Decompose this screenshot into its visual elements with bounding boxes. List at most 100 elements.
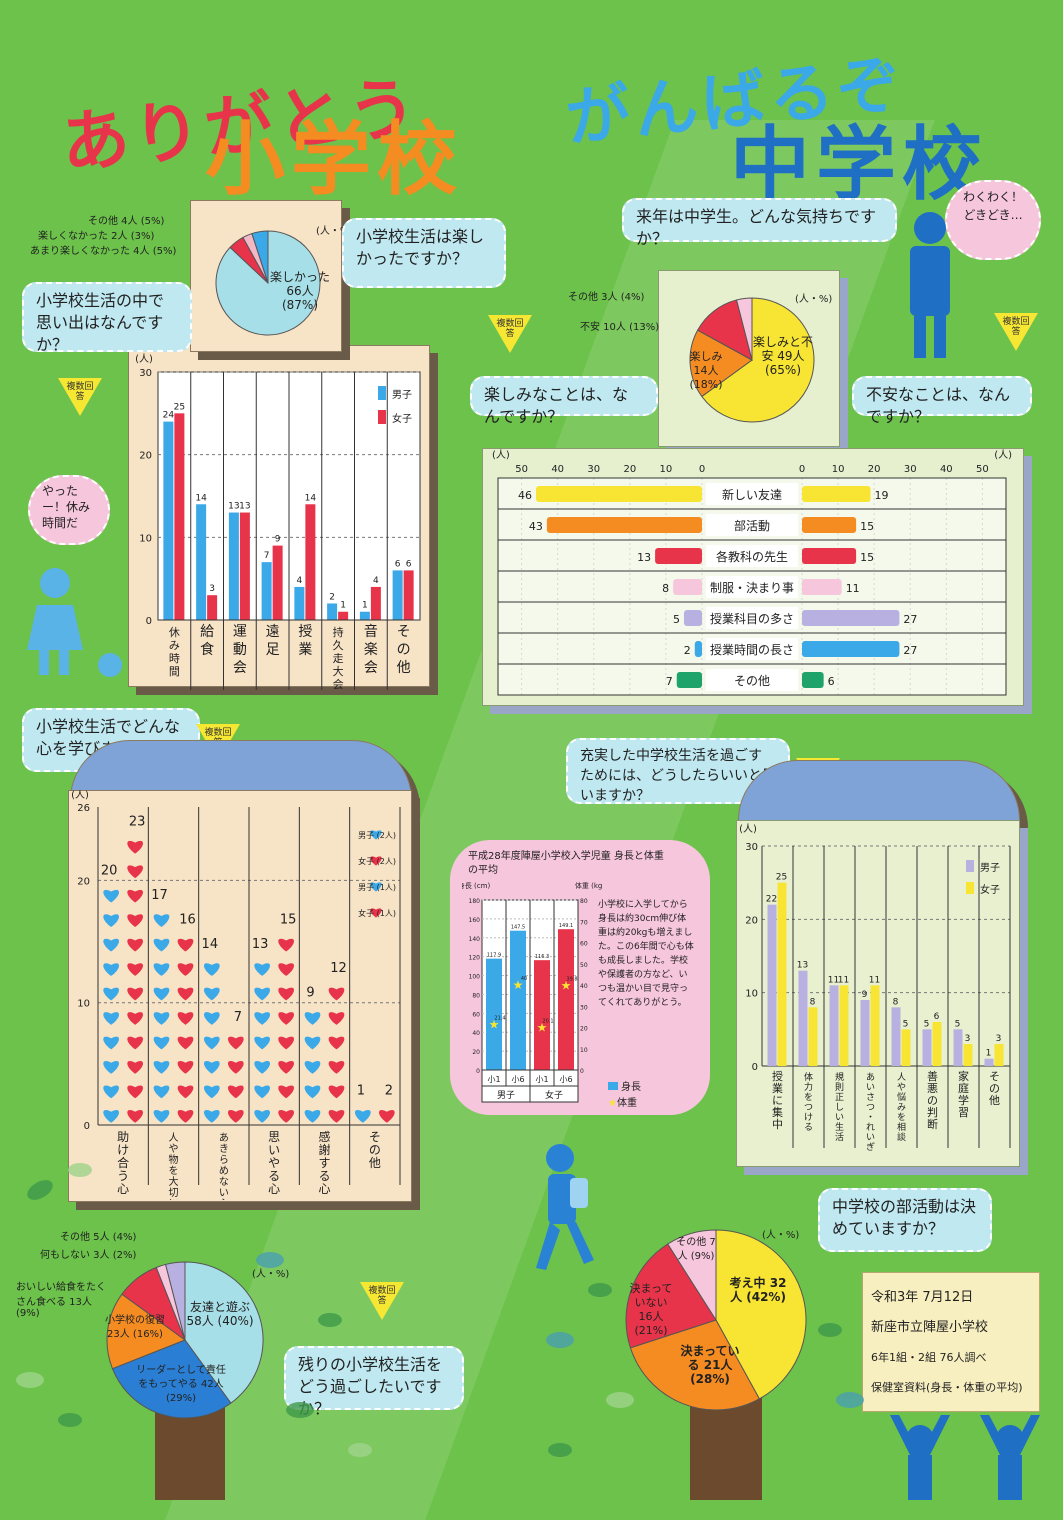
bar5-cat-3-4: 心 [268,1182,280,1196]
bar2-label-male-1: 14 [195,493,207,503]
bar5-legend-0: 男子 (2人) [358,831,396,840]
star-icon: ★ [608,1098,617,1109]
bar5-heart-male-1-4 [153,1012,170,1025]
pie8-slice-0 [184,1261,264,1404]
bar5-heart-female-3-6 [278,963,295,976]
bar7-ytick-20: 20 [472,1049,480,1056]
bar7-y2tick-40: 40 [580,983,588,990]
bar7-ytick-60: 60 [472,1011,480,1018]
pie1-slice-3 [251,230,269,284]
bar-chart-fulfilling-life: (人)01020302225授業に集中138体力をつける1111規則正しい生活9… [739,823,1011,1153]
bar5-heart-female-3-5 [278,987,295,1001]
bar6-cat-6-1: 庭 [958,1081,969,1095]
pie3-tanoshimi-label: 楽しみ 14人 (18%) [689,350,723,391]
bar7-ytick-100: 100 [469,974,481,981]
bar7-bar-height-2 [534,960,550,1070]
bar2-label-male-6: 1 [362,601,368,611]
bar4-label-right-3: 11 [846,582,860,595]
q7-legend-weight: ★体重 [608,1094,637,1109]
bar4-xtick-right-0: 0 [799,464,805,475]
bar7-label-weight-3: 39.8 [566,976,577,982]
bar5-heart-female-0-6 [127,963,144,976]
bar2-legend-male: 男子 [392,389,412,401]
bar5-ytick-20: 20 [77,876,90,887]
pie1-label-notfun: 楽しくなかった 2人 (3%) [38,231,155,242]
bar2-cat-5-3: 大 [333,664,344,678]
bar5-heart-female-3-1 [278,1085,295,1099]
bar2-bar-male-1 [196,504,207,620]
bar7-y2tick-70: 70 [580,919,588,926]
bar5-heart-female-1-0 [177,1109,194,1123]
bar5-heart-female-1-5 [177,987,194,1001]
bar6-bar-male-2 [829,985,839,1066]
pie-chart-enjoyed [215,230,321,336]
bar6-bar-female-7 [994,1044,1004,1066]
bar5-heart-female-0-2 [127,1061,144,1074]
bar6-bar-female-1 [808,1007,818,1066]
bar6-cat-6-0: 家 [958,1069,969,1083]
bar7-y2tick-0: 0 [580,1068,584,1075]
bar4-cat-0: 新しい友達 [722,487,782,502]
bar5-heart-female-5-0 [378,1109,395,1123]
pie3-slice-1 [689,329,753,398]
bar6-cat-3-2: さ [866,1092,875,1103]
bar5-heart-male-4-3 [304,1036,321,1050]
bar6-cat-3-5: れ [866,1122,875,1133]
bar6-label-female-3: 11 [869,975,880,985]
legend-height-swatch [608,1082,618,1090]
bar5-cat-1-3: を [169,1165,179,1177]
cheering-figures-icon [890,1415,1040,1500]
bar2-cat-5-4: 会 [333,678,344,691]
bar2-cat-0-1: み [169,639,180,652]
bar4-label-left-2: 13 [637,551,651,564]
bar5-legend-heart-1 [370,856,382,866]
bar7-y2tick-60: 60 [580,941,588,948]
bar2-cat-4-1: 業 [298,642,312,658]
pie9-main-label: 考え中 32人 (42%) [729,1276,787,1304]
bar2-bar-male-5 [327,603,338,620]
bar5-label-female-4: 12 [330,961,347,976]
bar5-cat-3-3: る [268,1169,280,1183]
q9-question: 中学校の部活動は決めていますか？ [818,1188,992,1252]
bar7-cat-2: 小1 [535,1075,548,1084]
bar4-bar-right-6 [802,672,824,688]
bar4-label-right-1: 15 [860,520,874,533]
bar7-ylabel-left: 身長 (cm) [462,881,490,890]
bar4-unit-left: (人) [492,449,510,461]
bar4-cat-bg-0 [706,483,798,505]
bar5-legend-1: 女子 (2人) [358,856,396,866]
bar5-cat-5-1: の [369,1143,381,1157]
bar6-cat-7-0: そ [989,1070,1000,1083]
bar4-cat-bg-5 [706,638,798,660]
bar5-heart-male-3-1 [254,1085,271,1099]
bar2-cat-0-3: 間 [169,665,180,678]
bar5-cat-5-2: 他 [369,1156,381,1170]
bar2-legend-female-swatch [378,410,386,424]
bar4-cat-5: 授業時間の長さ [710,642,794,657]
bar6-cat-1-0: 体 [804,1071,813,1083]
bar6-bar-male-6 [953,1029,963,1066]
bar7-label-weight-0: 21.4 [494,1016,505,1022]
pie9-undecided-label: 決まっていない 16人 (21%) [629,1282,673,1337]
bar6-cat-2-2: 正 [835,1093,844,1103]
pie9-slice-2 [625,1243,717,1349]
bar2-label-female-0: 25 [174,402,185,412]
bar5-heart-female-3-0 [278,1109,295,1123]
pie3-unit: (人・%) [795,294,833,305]
bar5-heart-male-0-3 [103,1036,120,1050]
pie8-slice-2 [106,1293,187,1370]
bar2-cat-3-1: 足 [266,642,280,658]
bar5-label-male-0: 20 [101,863,118,878]
bar5-legend-3: 女子 (1人) [358,908,396,918]
bar6-cat-3-3: つ [866,1103,875,1113]
bar2-bar-male-0 [163,421,174,620]
bar2-cat-1-0: 給 [200,624,214,640]
bar2-cat-6-2: 会 [364,660,378,676]
bar7-ytick-40: 40 [472,1030,480,1037]
q1-question: 小学校生活は楽しかったですか？ [342,218,506,288]
bar2-cat-2-0: 運 [233,624,247,640]
bar4-cat-1: 部活動 [734,518,770,533]
info-survey: 6年1組・2組 76人調べ [871,1351,987,1364]
bar2-bar-male-6 [359,611,370,620]
bar2-cat-2-2: 会 [233,660,247,676]
